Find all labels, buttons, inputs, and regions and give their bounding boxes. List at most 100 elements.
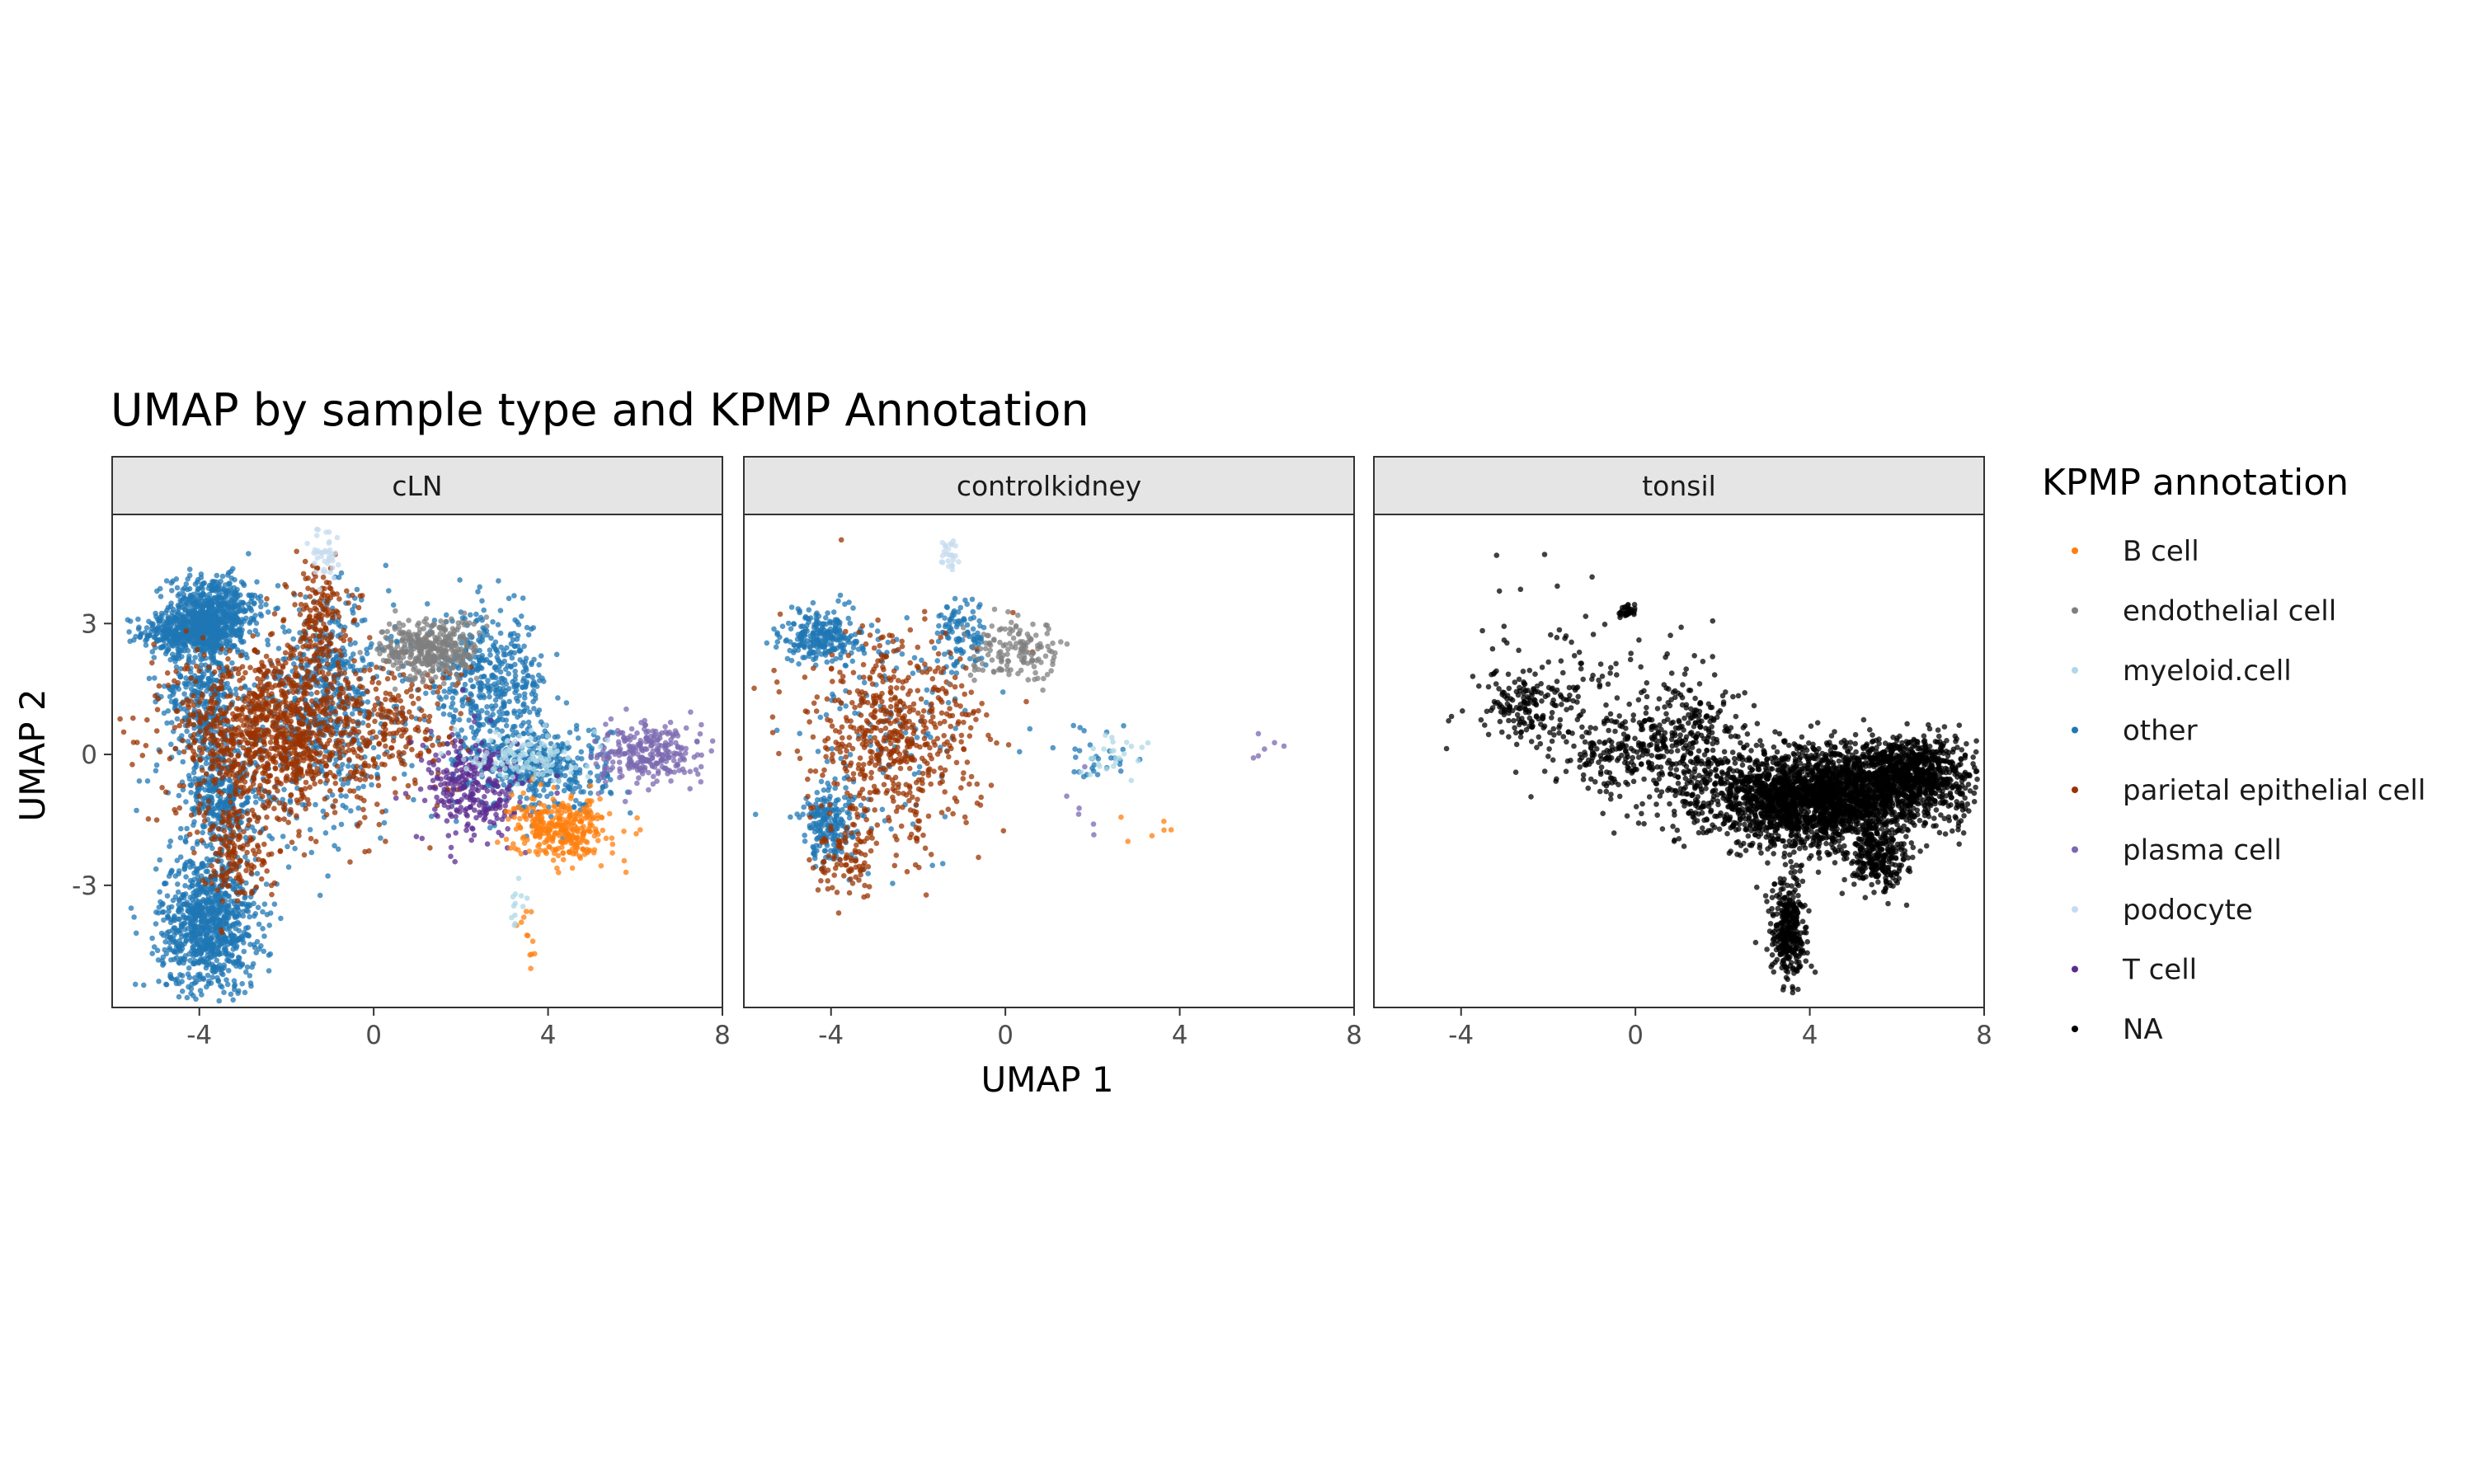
- point: [485, 678, 491, 683]
- point: [224, 643, 231, 649]
- point: [282, 650, 289, 656]
- point: [233, 945, 239, 951]
- point: [315, 730, 322, 737]
- points: [117, 526, 716, 1004]
- point: [130, 715, 136, 721]
- point: [516, 693, 523, 699]
- point: [469, 683, 476, 689]
- point: [266, 773, 271, 780]
- point: [192, 609, 198, 616]
- point: [169, 631, 175, 636]
- point: [371, 763, 378, 769]
- point: [562, 773, 568, 779]
- point: [175, 641, 181, 647]
- point: [261, 933, 267, 939]
- point: [314, 766, 321, 772]
- point: [247, 605, 254, 612]
- point: [156, 618, 162, 624]
- point: [180, 635, 186, 641]
- point: [233, 686, 239, 693]
- point: [174, 585, 181, 591]
- point: [169, 651, 176, 657]
- point: [522, 659, 529, 665]
- point: [525, 719, 532, 726]
- point: [527, 709, 533, 716]
- point: [548, 791, 554, 796]
- point: [589, 745, 595, 751]
- point: [305, 726, 312, 731]
- point: [128, 905, 134, 911]
- point: [218, 707, 223, 713]
- point: [476, 637, 482, 643]
- point: [336, 768, 341, 775]
- point: [292, 672, 299, 679]
- point: [223, 737, 229, 743]
- point: [328, 694, 335, 701]
- point: [335, 846, 341, 852]
- point: [242, 698, 247, 704]
- point: [266, 789, 272, 796]
- point: [175, 889, 181, 895]
- point: [510, 679, 515, 685]
- point: [386, 588, 392, 594]
- point: [238, 731, 245, 738]
- point: [233, 780, 240, 786]
- point: [281, 787, 287, 792]
- point: [361, 668, 368, 674]
- point: [240, 744, 247, 751]
- point: [158, 594, 164, 599]
- point: [365, 699, 371, 705]
- point: [233, 665, 238, 672]
- point: [362, 815, 368, 820]
- point: [216, 998, 223, 1004]
- point: [240, 675, 246, 681]
- point: [196, 890, 203, 895]
- point: [136, 778, 143, 784]
- point: [298, 787, 304, 793]
- point: [153, 909, 159, 915]
- point: [346, 700, 351, 707]
- point: [322, 830, 329, 836]
- point: [327, 788, 333, 794]
- point: [479, 652, 486, 659]
- point: [360, 783, 367, 790]
- point: [449, 695, 456, 701]
- point: [236, 928, 242, 934]
- point: [223, 977, 229, 983]
- point: [132, 981, 139, 988]
- point: [506, 650, 513, 657]
- point: [129, 762, 135, 768]
- point: [214, 596, 219, 602]
- point: [219, 775, 225, 782]
- point: [578, 749, 585, 755]
- point: [153, 762, 160, 768]
- point: [175, 636, 181, 643]
- point: [484, 704, 490, 710]
- point: [227, 603, 233, 610]
- point: [317, 892, 323, 899]
- point: [280, 699, 287, 705]
- point: [202, 787, 208, 793]
- point: [346, 742, 351, 748]
- point: [135, 616, 141, 622]
- point: [338, 821, 345, 828]
- point: [193, 907, 199, 913]
- point: [536, 672, 542, 679]
- point: [521, 691, 528, 697]
- point: [321, 720, 327, 726]
- point: [209, 757, 215, 763]
- point: [234, 904, 241, 910]
- point: [341, 661, 347, 668]
- point: [296, 833, 302, 838]
- point: [206, 614, 213, 621]
- point: [270, 719, 276, 726]
- point: [348, 808, 354, 814]
- point: [157, 857, 162, 863]
- point: [308, 849, 315, 856]
- point: [359, 618, 365, 624]
- point: [324, 777, 331, 783]
- point: [222, 612, 228, 618]
- point: [177, 972, 183, 978]
- point: [267, 740, 274, 745]
- point: [160, 900, 166, 907]
